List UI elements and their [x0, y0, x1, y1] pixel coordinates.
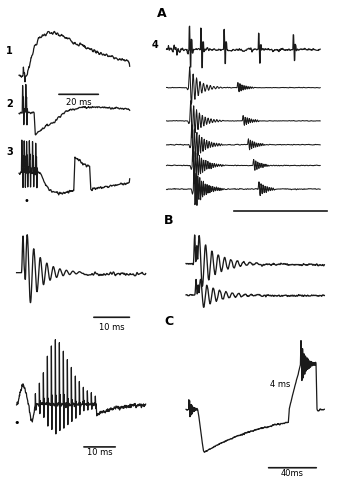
Text: 10 ms: 10 ms [99, 323, 124, 332]
Text: 4 ms: 4 ms [269, 380, 290, 388]
Text: •: • [23, 196, 29, 206]
Text: 10 ms: 10 ms [87, 448, 113, 457]
Text: B: B [164, 214, 174, 227]
Text: 2: 2 [6, 99, 13, 109]
Text: 3: 3 [6, 147, 13, 158]
Text: A: A [158, 7, 167, 20]
Text: 40ms: 40ms [281, 469, 304, 478]
Text: •: • [13, 418, 20, 428]
Text: C: C [165, 315, 173, 328]
Text: 20 ms: 20 ms [66, 98, 92, 107]
Text: 1: 1 [6, 46, 13, 56]
Text: 4: 4 [152, 40, 159, 50]
